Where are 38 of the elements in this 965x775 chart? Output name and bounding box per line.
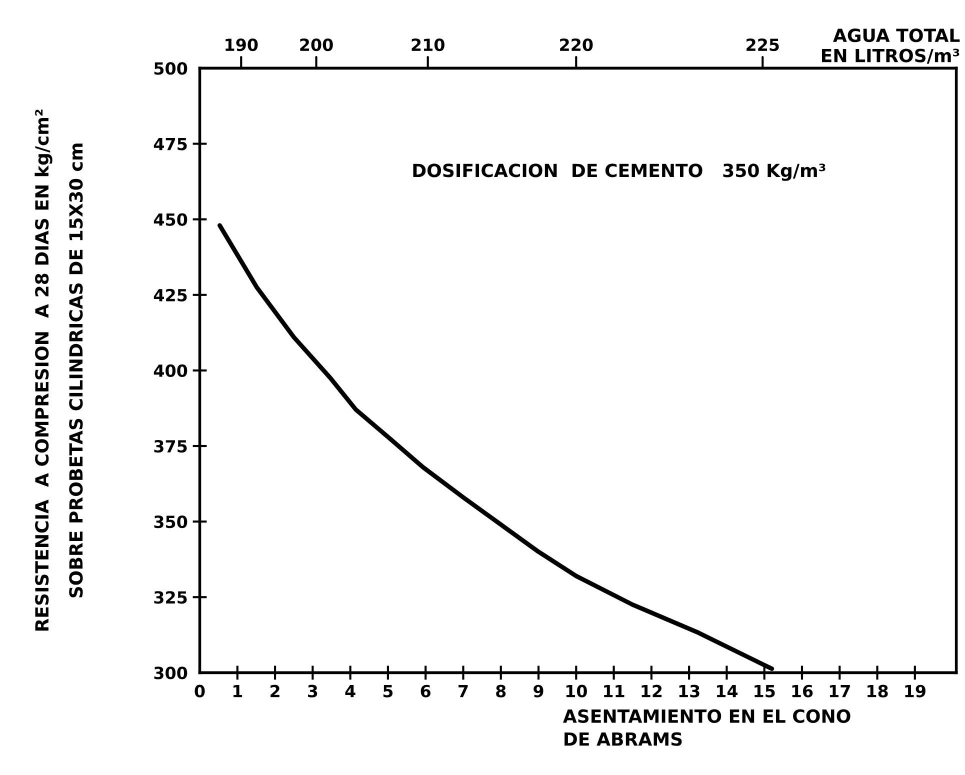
x-tick-label: 6 — [420, 684, 430, 698]
x-tick-label: 8 — [496, 684, 506, 698]
y-tick-label: 350 — [154, 516, 188, 528]
text: 225 — [746, 38, 779, 52]
x-tick-label: 19 — [905, 684, 926, 698]
x-axis-title: ASENTAMIENTO EN EL CONO DE ABRAMS — [562, 709, 850, 746]
x-tick-label: 2 — [270, 684, 280, 698]
x-tick-label: 16 — [792, 684, 813, 698]
x-tick-label: 12 — [642, 684, 662, 698]
x-tick-label: 10 — [566, 684, 587, 698]
x-tick-label: 11 — [604, 685, 624, 698]
x-tick-label: 5 — [383, 685, 393, 698]
x-tick-label: 13 — [679, 684, 700, 698]
x-tick-label: 15 — [754, 685, 775, 698]
y-tick-label: 375 — [154, 440, 187, 453]
y-tick-label: 425 — [154, 288, 187, 302]
text: AGUA TOTAL EN LITROS/m³ — [822, 28, 960, 64]
text: 210 — [412, 38, 444, 52]
x-tick-label: 14 — [716, 685, 738, 698]
x-tick-label: 1 — [233, 685, 242, 698]
text: 200 — [300, 38, 333, 52]
x-tick-label: 17 — [830, 685, 850, 698]
y-tick-label: 325 — [154, 591, 187, 604]
x-tick-label: 0 — [194, 684, 205, 698]
y-axis-title: RESISTENCIA A COMPRESION A 28 DIAS EN kg/cm² SOBRE PROBETAS CILINDRICAS DE 15X30 cm — [34, 110, 83, 631]
x-tick-label: 9 — [534, 684, 544, 698]
y-tick-label: 300 — [154, 666, 188, 680]
annotation: DOSIFICACION DE CEMENTO 350 Kg/m³ — [413, 164, 826, 181]
y-tick-label: 475 — [154, 138, 187, 150]
y-tick-label: 400 — [154, 364, 188, 378]
y-tick-label: 450 — [154, 213, 188, 226]
x-tick-label: 4 — [345, 685, 356, 698]
x-tick-label: 18 — [868, 684, 888, 698]
x-tick-label: 7 — [458, 685, 468, 698]
x-tick-label: 3 — [308, 684, 318, 698]
y-tick-label: 500 — [154, 62, 188, 75]
text: 190 — [226, 38, 258, 52]
text: 220 — [560, 38, 593, 52]
